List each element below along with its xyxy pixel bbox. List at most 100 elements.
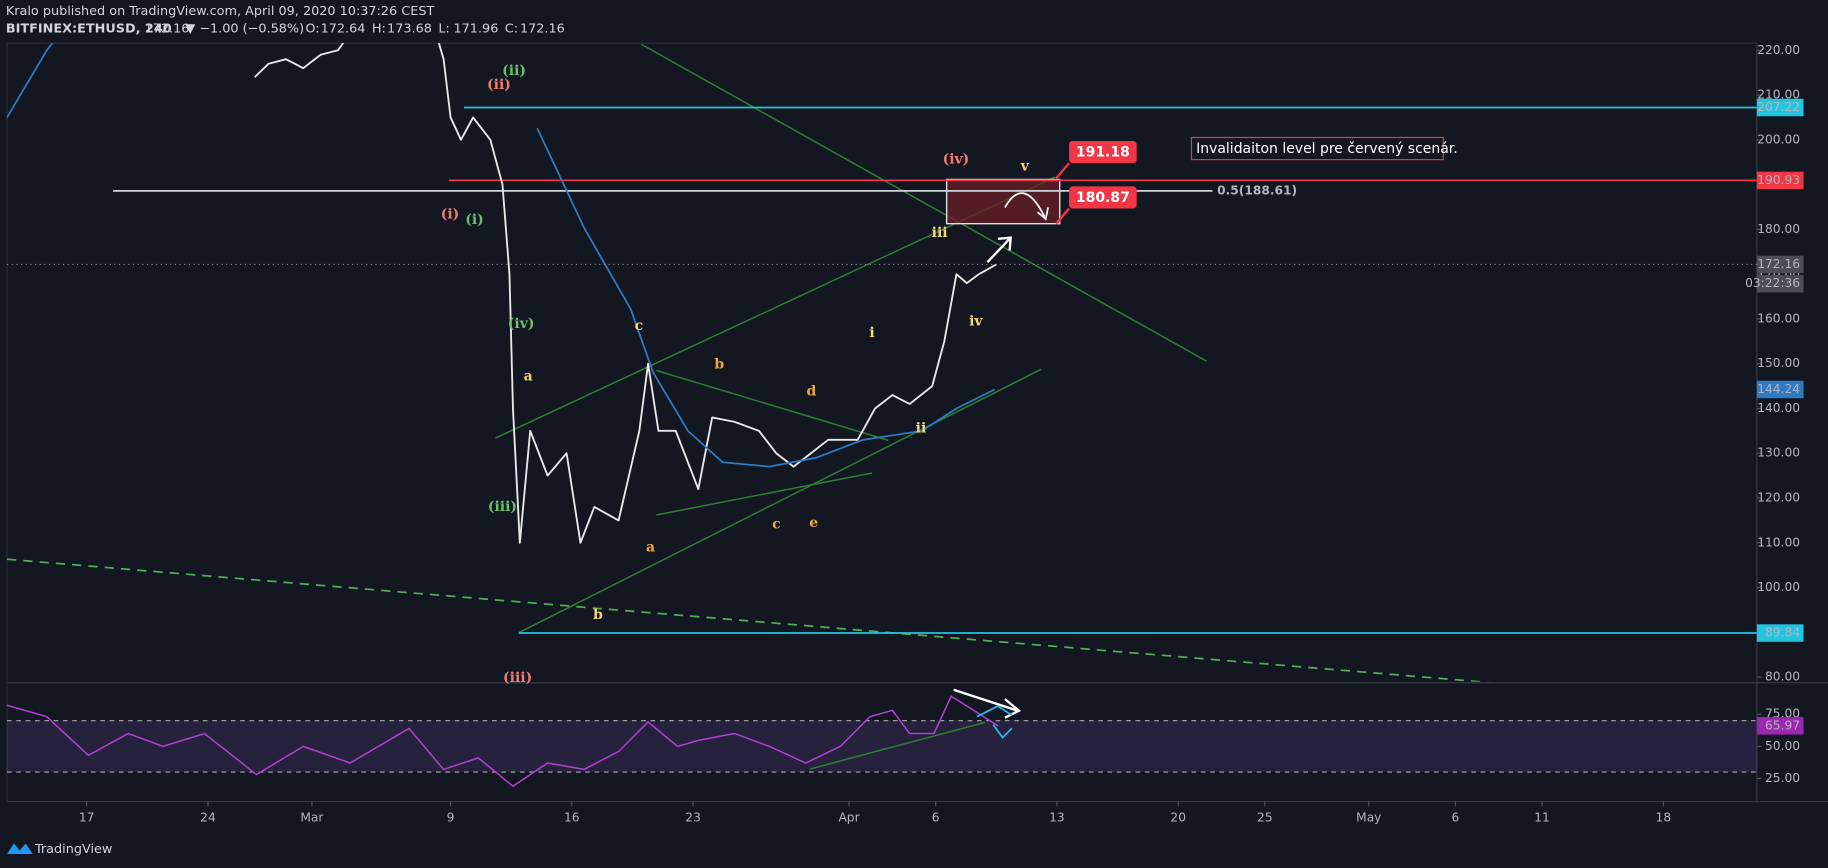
callout-text: 180.87 (1076, 190, 1130, 206)
y-tick-label: 200.00 (1757, 132, 1800, 146)
annotations: 191.18 180.87 Invalidaiton level pre čer… (1055, 136, 1458, 225)
ohlc-key: C: (505, 22, 518, 37)
ohlc-value: 171.96 (454, 22, 499, 37)
x-tick-label: 6 (1452, 810, 1460, 824)
y-tick-label: 150.00 (1757, 356, 1800, 370)
trendline (518, 368, 1042, 634)
ohlc-value: 173.68 (387, 22, 432, 37)
target-zone (945, 178, 1061, 225)
symbol: BITFINEX:ETHUSD, 240 (6, 22, 172, 37)
trendline (656, 472, 873, 516)
axes: 80.0090.00100.00110.00120.00130.00140.00… (79, 43, 1804, 824)
price-label: 65.97 (1765, 718, 1800, 732)
callout-pointer (1055, 162, 1070, 180)
wave-label: (iii) (503, 670, 532, 686)
wave-label: (iii) (488, 499, 517, 515)
publish-line: Kralo published on TradingView.com, Apri… (6, 4, 435, 19)
y-tick-label: 180.00 (1757, 222, 1800, 236)
wave-label: (ii) (502, 63, 526, 79)
trendline (656, 369, 889, 442)
zone-arrow-head (1037, 207, 1049, 221)
x-tick-label: 9 (447, 810, 455, 824)
wave-label: (iv) (943, 152, 970, 168)
rsi-tick-label: 25.00 (1765, 771, 1800, 785)
wave-label: (iv) (508, 316, 535, 332)
symbol-line: BITFINEX:ETHUSD, 240 172.16 ▼ −1.00 (−0.… (6, 22, 565, 37)
x-tick-label: 13 (1049, 810, 1065, 824)
callout-text: 191.18 (1076, 145, 1130, 161)
logo (6, 843, 33, 855)
price-label: 144.24 (1757, 382, 1800, 396)
rsi-panel (6, 695, 1757, 787)
x-tick-label: 6 (932, 810, 940, 824)
ohlc-key: O: (305, 22, 319, 37)
x-tick-label: 20 (1170, 810, 1186, 824)
x-tick-label: 11 (1534, 810, 1550, 824)
countdown: 03:22:36 (1745, 276, 1800, 290)
price-label-box (1756, 717, 1804, 735)
trendline (640, 43, 1207, 362)
up-arrow (986, 236, 1013, 263)
wave-label: (i) (465, 212, 484, 228)
x-tick-label: 25 (1257, 810, 1273, 824)
rsi-band (6, 720, 1757, 773)
last-price: 172.16 (145, 22, 190, 37)
wave-label: v (1020, 159, 1030, 175)
y-tick-label: 100.00 (1757, 580, 1800, 594)
wave-label: a (524, 368, 533, 384)
rsi-tick-label: 50.00 (1765, 739, 1800, 753)
ohlc-key: H: (372, 22, 386, 37)
price-panel (6, 43, 1757, 634)
price-label: 172.16 (1757, 257, 1800, 271)
wave-label: (ii) (487, 77, 511, 93)
callout-box (1069, 140, 1137, 164)
wave-label: (i) (441, 206, 460, 222)
price-label-box (1756, 171, 1804, 190)
footer: TradingView (6, 842, 112, 857)
ohlc-key: L: (438, 22, 449, 37)
rsi-drawings (810, 688, 1022, 770)
moving-average (6, 43, 995, 468)
dashed-trendline (6, 558, 1489, 682)
countdown-box (1756, 274, 1804, 293)
wave-label: c (635, 318, 644, 334)
wave-label: a (646, 540, 655, 556)
wave-label: c (772, 516, 781, 532)
wave-label: iii (932, 225, 948, 241)
x-tick-label: 17 (79, 810, 95, 824)
x-tick-label: 24 (200, 810, 216, 824)
price-label: 207.22 (1757, 100, 1800, 114)
level-label: 0.5(188.61) (1217, 183, 1297, 197)
price-line (254, 43, 997, 544)
zone-arrow (1004, 192, 1046, 218)
ohlc-value: 172.16 (520, 22, 565, 37)
note-text: Invalidaiton level pre červený scenár. (1196, 141, 1458, 157)
price-label-box (1756, 380, 1804, 399)
price-label: 190.93 (1757, 173, 1800, 187)
callout-box (1069, 186, 1137, 209)
price-label-box (1756, 255, 1804, 274)
y-tick-label: 120.00 (1757, 491, 1800, 505)
drawings (6, 43, 1489, 682)
wave-label: b (714, 357, 724, 373)
price-label: 89.84 (1765, 626, 1800, 640)
callout-pointer (1055, 207, 1070, 225)
ohlc-value: 172.64 (321, 22, 366, 37)
y-tick-label: 80.00 (1765, 670, 1800, 684)
x-tick-label: Mar (300, 810, 324, 824)
note-box (1190, 136, 1444, 161)
wave-label: b (593, 607, 603, 623)
rsi-arrow-blue (976, 705, 1013, 739)
change: ▼ −1.00 (−0.58%) (185, 22, 304, 37)
x-tick-label: 23 (685, 810, 701, 824)
x-tick-label: 16 (564, 810, 580, 824)
x-tick-label: Apr (838, 810, 860, 824)
y-tick-label: 210.00 (1757, 88, 1800, 102)
rsi-trendline (810, 721, 986, 770)
y-tick-label: 160.00 (1757, 311, 1800, 325)
wave-label: e (809, 515, 818, 531)
price-label-box (1756, 98, 1804, 117)
x-tick-label: May (1356, 810, 1381, 824)
brand: TradingView (34, 842, 112, 857)
